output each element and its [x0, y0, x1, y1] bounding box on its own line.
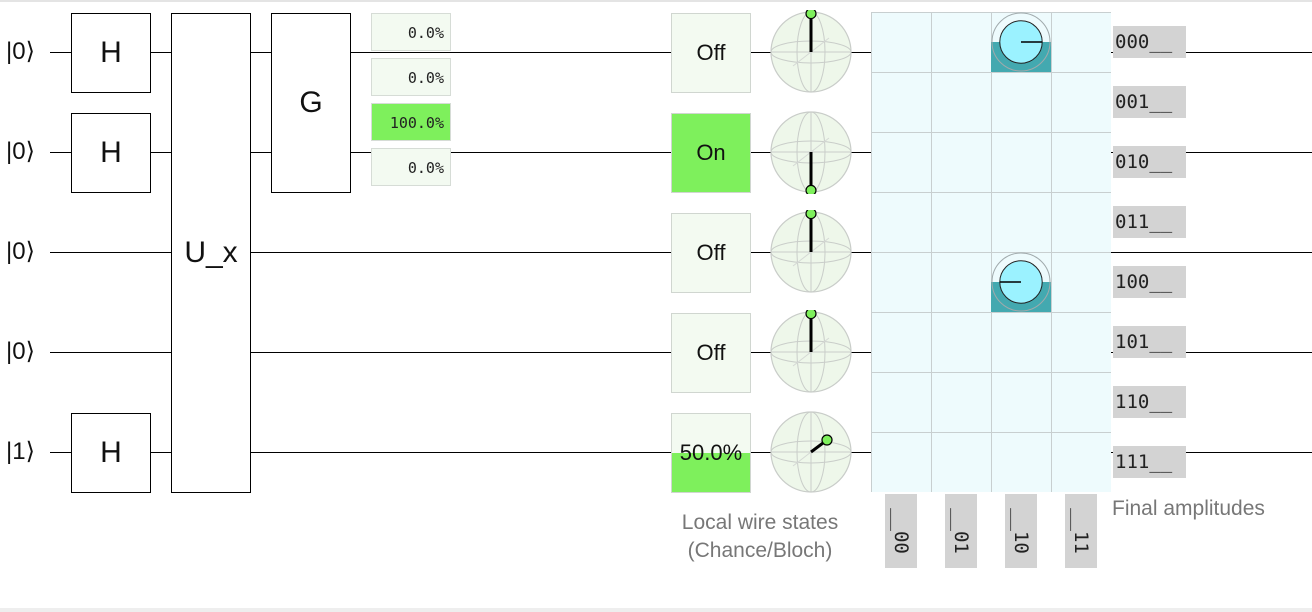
amplitude-cell-4-3: [1051, 252, 1111, 313]
amplitude-cell-5-0: [871, 312, 932, 373]
amplitude-row-label-101: 101__: [1113, 326, 1186, 358]
bloch-sphere-wire-2[interactable]: [769, 110, 853, 194]
amplitude-cell-6-0: [871, 372, 932, 433]
bottom-border: [0, 608, 1312, 612]
amplitude-row-label-111: 111__: [1113, 446, 1186, 478]
bloch-vector-tip: [805, 10, 817, 20]
amplitude-col-label-10: __10: [1005, 494, 1037, 568]
oracle-gate[interactable]: U_x: [171, 13, 251, 493]
amplitude-cell-2-0: [871, 132, 932, 193]
amplitude-cell-5-1: [931, 312, 992, 373]
amplitude-cell-1-1: [931, 72, 992, 133]
wire-chance-display-5[interactable]: 50.0%: [671, 413, 751, 493]
probability-value: 100.0%: [389, 114, 444, 132]
amplitude-cell-0-0: [871, 12, 932, 73]
bloch-sphere-wire-5[interactable]: [769, 410, 853, 494]
amplitude-cell-7-1: [931, 432, 992, 492]
chance-value: Off: [696, 40, 726, 65]
bloch-vector-tip: [805, 210, 817, 220]
amplitude-row-label-000: 000__: [1113, 26, 1186, 58]
amplitude-col-label-text: __11: [1070, 508, 1092, 554]
amplitude-cell-1-0: [871, 72, 932, 133]
top-border: [0, 0, 1312, 2]
wire-input-label-4[interactable]: |0⟩: [6, 338, 35, 365]
amplitude-cell-7-3: [1051, 432, 1111, 492]
amplitude-cell-2-3: [1051, 132, 1111, 193]
amplitude-col-label-01: __01: [945, 494, 977, 568]
amplitude-cell-1-3: [1051, 72, 1111, 133]
chance-fill: [672, 453, 750, 492]
hadamard-gate-wire-2[interactable]: H: [71, 113, 151, 193]
wire-chance-display-3[interactable]: Off: [671, 213, 751, 293]
grover-gate[interactable]: G: [271, 13, 351, 193]
amplitude-cell-1-2: [991, 72, 1052, 133]
probability-cell-3[interactable]: 0.0%: [371, 148, 451, 186]
amplitude-col-label-11: __11: [1065, 494, 1097, 568]
bloch-sphere-wire-3[interactable]: [769, 210, 853, 294]
amplitude-grid-canvas: [871, 12, 1111, 492]
amplitude-cell-6-3: [1051, 372, 1111, 433]
chance-fill: [672, 114, 750, 192]
amplitude-row-label-100: 100__: [1113, 266, 1186, 298]
amplitude-cell-7-2: [991, 432, 1052, 492]
amplitude-col-label-text: __01: [950, 508, 972, 554]
amplitude-cell-6-1: [931, 372, 992, 433]
amplitude-cell-3-3: [1051, 192, 1111, 253]
probability-cell-2[interactable]: 100.0%: [371, 103, 451, 141]
chance-value: Off: [696, 240, 726, 265]
amplitude-cell-6-2: [991, 372, 1052, 433]
local-states-caption-line1: Local wire states: [681, 511, 839, 534]
amplitude-grid[interactable]: [871, 12, 1111, 492]
hadamard-gate-wire-5[interactable]: H: [71, 413, 151, 493]
amplitude-unit-circle: [991, 12, 1051, 72]
probability-cell-0[interactable]: 0.0%: [371, 13, 451, 51]
amplitude-row-label-011: 011__: [1113, 206, 1186, 238]
amplitude-cell-5-2: [991, 312, 1052, 373]
bloch-vector-tip: [821, 434, 833, 446]
chance-value: Off: [696, 340, 726, 365]
probability-cell-1[interactable]: 0.0%: [371, 58, 451, 96]
amplitude-cell-2-2: [991, 132, 1052, 193]
amplitude-cell-0-3: [1051, 12, 1111, 73]
probability-value: 0.0%: [407, 69, 444, 87]
chance-value: On: [696, 140, 726, 165]
hadamard-gate-wire-1[interactable]: H: [71, 13, 151, 93]
probability-fill: [372, 104, 450, 140]
amplitude-cell-3-2: [991, 192, 1052, 253]
wire-input-label-1[interactable]: |0⟩: [6, 38, 35, 65]
amplitude-cell-7-0: [871, 432, 932, 492]
probability-value: 0.0%: [407, 24, 444, 42]
amplitude-cell-0-1: [931, 12, 992, 73]
amplitude-col-label-text: __10: [1010, 508, 1032, 554]
amplitude-cell-4-1: [931, 252, 992, 313]
chance-value: 50.0%: [679, 440, 743, 465]
wire-chance-display-1[interactable]: Off: [671, 13, 751, 93]
final-amplitudes-caption: Final amplitudes: [1112, 497, 1265, 520]
wire-input-label-3[interactable]: |0⟩: [6, 238, 35, 265]
amplitude-row-label-110: 110__: [1113, 386, 1186, 418]
amplitude-row-label-010: 010__: [1113, 146, 1186, 178]
wire-chance-display-2[interactable]: On: [671, 113, 751, 193]
amplitude-col-label-text: __00: [890, 508, 912, 554]
amplitude-cell-3-0: [871, 192, 932, 253]
amplitude-cell-3-1: [931, 192, 992, 253]
wire-chance-display-4[interactable]: Off: [671, 313, 751, 393]
amplitude-cell-4-0: [871, 252, 932, 313]
wire-input-label-5[interactable]: |1⟩: [6, 438, 35, 465]
amplitude-unit-circle: [991, 252, 1051, 312]
bloch-sphere-wire-1[interactable]: [769, 10, 853, 94]
local-states-caption-line2: (Chance/Bloch): [687, 539, 833, 562]
bloch-sphere-wire-4[interactable]: [769, 310, 853, 394]
amplitude-cell-2-1: [931, 132, 992, 193]
bloch-vector-tip: [805, 184, 817, 194]
amplitude-row-label-001: 001__: [1113, 86, 1186, 118]
amplitude-col-label-00: __00: [885, 494, 917, 568]
amplitude-cell-5-3: [1051, 312, 1111, 373]
probability-value: 0.0%: [407, 159, 444, 177]
bloch-vector-tip: [805, 310, 817, 320]
wire-input-label-2[interactable]: |0⟩: [6, 138, 35, 165]
